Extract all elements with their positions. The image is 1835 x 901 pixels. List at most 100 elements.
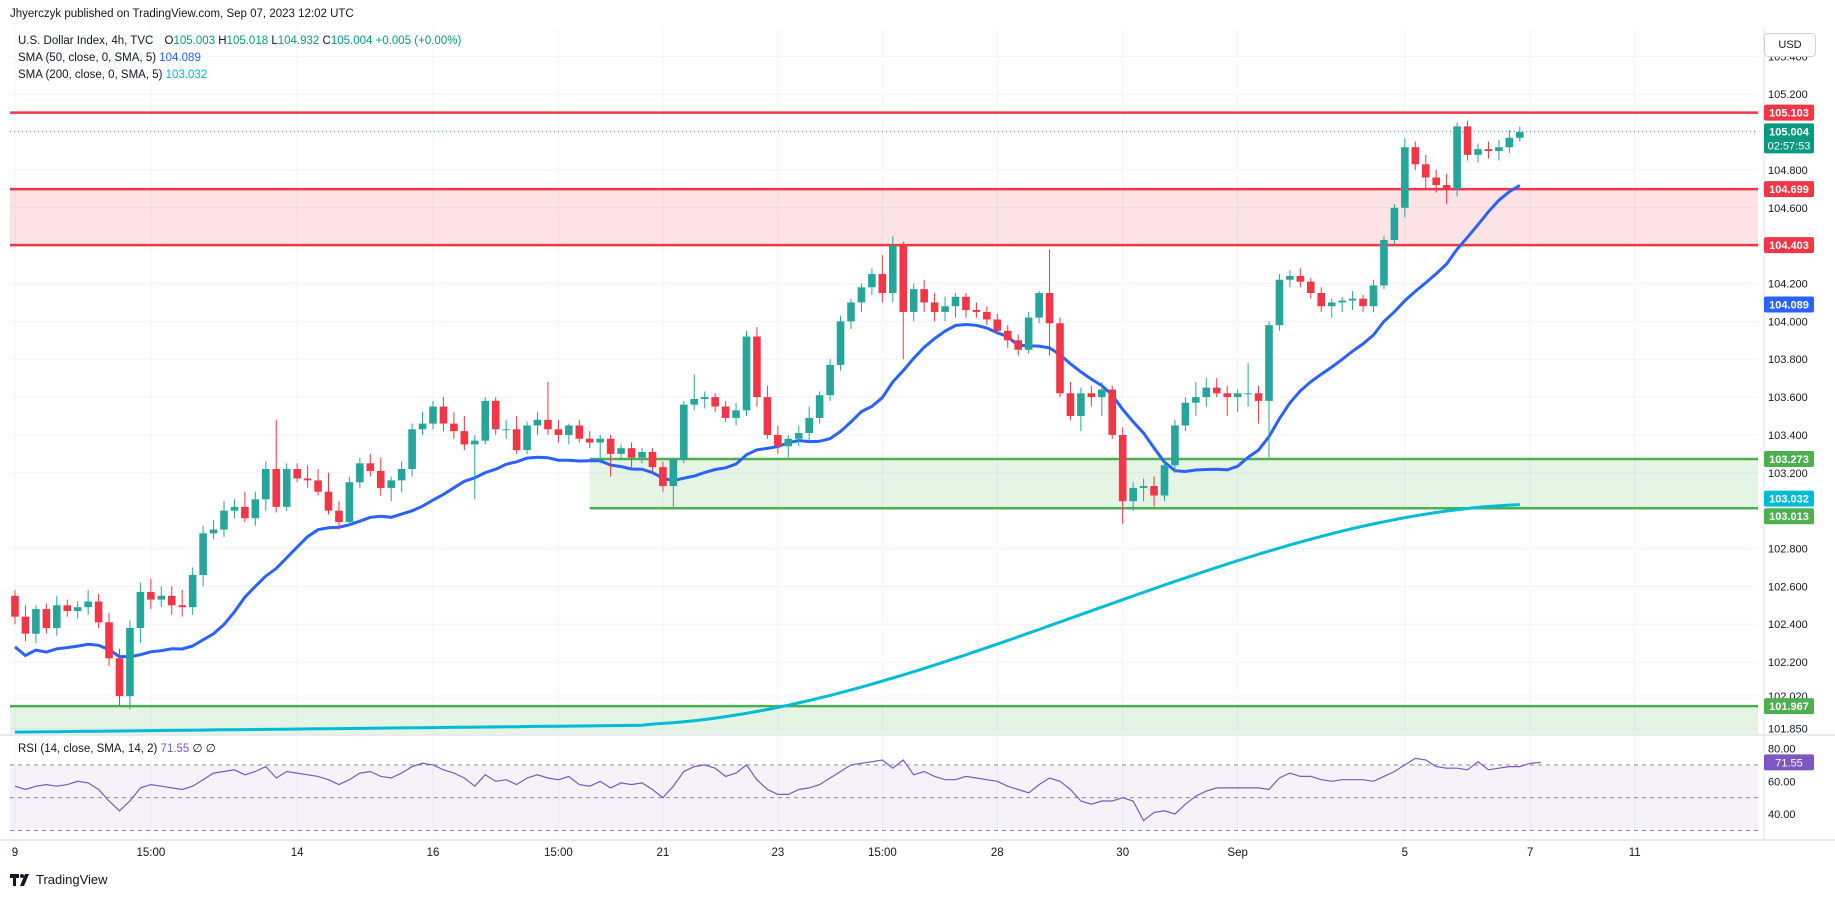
candle-bear <box>1296 275 1305 282</box>
price-tick-label: 104.200 <box>1768 279 1808 291</box>
candle-bull <box>1275 279 1284 326</box>
rsi-pane <box>10 757 1758 831</box>
sma200-label: SMA (200, close, 0, SMA, 5) <box>18 69 163 81</box>
candle-bull <box>1024 317 1033 350</box>
candle-bull <box>1160 465 1169 496</box>
candle-bull <box>1327 302 1336 307</box>
candle-bull <box>1139 486 1148 488</box>
candle-bull <box>523 425 531 451</box>
candle-bear <box>147 592 155 600</box>
candle-bull <box>126 628 134 697</box>
candle-bull <box>345 482 354 523</box>
open-value: 105.003 <box>173 35 216 47</box>
time-tick-label: 21 <box>657 847 670 859</box>
candle-bull <box>418 423 427 430</box>
candle-bear <box>439 406 448 424</box>
rsi-extra-2: ∅ <box>205 743 216 755</box>
price-tick-label: 101.850 <box>1768 723 1808 735</box>
candle-bear <box>1014 340 1022 350</box>
candle-bull <box>408 429 416 470</box>
candle-bull <box>638 451 646 458</box>
symbol-name[interactable]: U.S. Dollar Index, 4h, TVC <box>18 35 154 47</box>
candle-bear <box>376 470 385 488</box>
legend-sma200[interactable]: SMA (200, close, 0, SMA, 5) 103.032 <box>18 69 207 81</box>
candle-bear <box>272 469 281 507</box>
axes: 105.400105.200104.800104.600104.200104.0… <box>12 51 1808 859</box>
open-label: O <box>164 35 174 47</box>
candle-bull <box>857 287 866 303</box>
candle-bear <box>1484 149 1493 152</box>
candle-bear <box>1118 434 1127 502</box>
legend-rsi[interactable]: RSI (14, close, SMA, 14, 2) 71.55 ∅ ∅ <box>18 741 216 755</box>
candle-bull <box>209 529 218 534</box>
candle-bear <box>1223 393 1231 398</box>
candle-bear <box>554 429 563 435</box>
price-tag-text: 103.013 <box>1769 511 1809 523</box>
candle-bull <box>1077 393 1085 417</box>
candle-bear <box>878 274 887 293</box>
time-tick-label: 14 <box>291 847 304 859</box>
sma200-line <box>14 503 1520 734</box>
candle-bear <box>335 510 343 523</box>
candle-bear <box>721 406 730 418</box>
high-value: 105.018 <box>226 35 269 47</box>
candle-bear <box>1432 177 1440 186</box>
candle-bear <box>324 491 333 511</box>
footer-brand[interactable]: TradingView <box>10 872 108 887</box>
candle-bull <box>836 321 845 365</box>
price-tag-text: 104.403 <box>1769 240 1809 252</box>
time-tick-label: 15:00 <box>136 847 165 859</box>
candle-bull <box>565 425 573 435</box>
candle-bear <box>920 289 928 303</box>
price-tick-label: 104.000 <box>1768 316 1808 328</box>
candlesticks <box>11 120 1524 710</box>
candle-bear <box>659 467 667 487</box>
candle-bear <box>241 506 249 519</box>
price-tick-label: 104.800 <box>1768 165 1808 177</box>
rsi-tick-label: 40.00 <box>1768 809 1796 821</box>
candle-bear <box>491 400 500 430</box>
rsi-value-tag <box>1764 754 1814 771</box>
candle-bull <box>429 406 437 424</box>
countdown-text: 02:57:53 <box>1768 140 1811 152</box>
candle-bear <box>648 451 657 468</box>
candle-bull <box>533 419 542 426</box>
candle-bull <box>742 336 751 411</box>
sma200-value: 103.032 <box>165 69 208 81</box>
rsi-tick-label: 60.00 <box>1768 776 1796 788</box>
price-tag-resistance-zone-top <box>1764 181 1814 198</box>
candle-bull <box>951 296 960 307</box>
candle-bull <box>1171 425 1179 466</box>
candle-bull <box>1192 397 1200 403</box>
candle-bull <box>1233 393 1242 398</box>
candle-bear <box>366 463 375 471</box>
candle-bear <box>1421 164 1430 178</box>
candle-bull <box>690 398 699 405</box>
candle-bull <box>847 302 855 322</box>
candle-bull <box>1516 132 1524 138</box>
candle-bull <box>32 609 40 634</box>
candle-bear <box>983 311 991 320</box>
candle-bear <box>930 302 939 312</box>
change-value: +0.005 (+0.00%) <box>375 35 462 47</box>
price-tick-label: 102.600 <box>1768 581 1808 593</box>
rsi-value: 71.55 <box>160 743 190 755</box>
price-labels: 71.55 105.103 105.004 02:57:53 104.699 104.40… <box>1764 104 1814 771</box>
candle-bear <box>774 434 782 447</box>
rsi-tick-label: 80.00 <box>1768 744 1796 756</box>
candle-bear <box>993 319 1002 331</box>
candle-bull <box>251 499 260 519</box>
price-tick-label: 103.800 <box>1768 354 1808 366</box>
candle-bull <box>1495 147 1503 152</box>
candle-bull <box>230 506 239 511</box>
currency-button[interactable]: USD <box>1764 33 1816 57</box>
support-zone <box>589 458 1758 509</box>
legend-sma50[interactable]: SMA (50, close, 0, SMA, 5) 104.089 <box>18 52 201 64</box>
candle-bull <box>1286 275 1294 280</box>
candle-bull <box>596 438 604 443</box>
candle-bear <box>1003 330 1012 341</box>
resistance-zone <box>10 189 1758 246</box>
candle-bear <box>1087 393 1096 398</box>
candle-bear <box>460 431 469 445</box>
